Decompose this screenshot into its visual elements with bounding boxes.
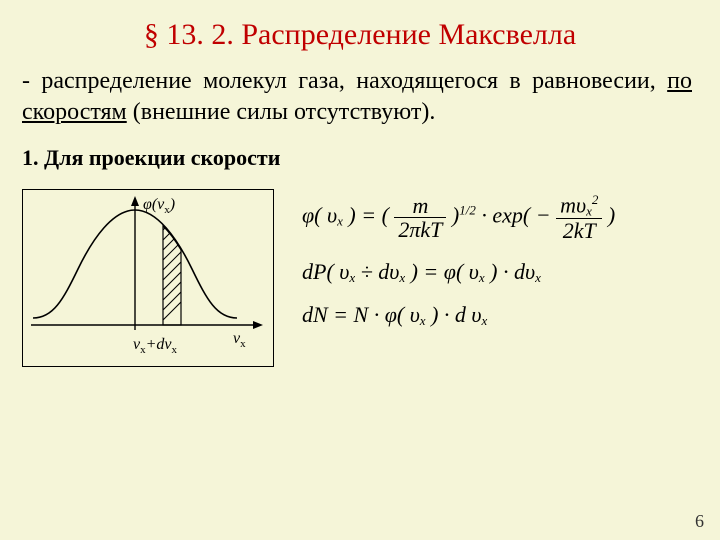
chart-mid-label: vx+dvx	[133, 336, 177, 356]
page-number: 6	[695, 511, 704, 532]
formula-phi: φ( υx ) = ( m2πkT )1/2 · exp( − mυx22kT …	[302, 193, 702, 242]
content-row: φ(vx) vx+dvx vx φ( υx ) = ( m2πkT )1/2 ·…	[0, 171, 720, 367]
intro-text-a: - распределение молекул газа, находящего…	[22, 68, 667, 94]
formula-dn: dN = N · φ( υx ) · d υx	[302, 302, 702, 329]
page-title: § 13. 2. Распределение Максвелла	[0, 0, 720, 52]
intro-text-c: (внешние силы отсутствуют).	[127, 99, 436, 125]
chart-y-label: φ(vx)	[143, 196, 175, 216]
distribution-chart: φ(vx) vx+dvx vx	[22, 189, 274, 367]
formula-dp: dP( υx ÷ dυx ) = φ( υx ) · dυx	[302, 259, 702, 286]
formula-block: φ( υx ) = ( m2πkT )1/2 · exp( − mυx22kT …	[274, 189, 702, 344]
intro-paragraph: - распределение молекул газа, находящего…	[0, 52, 720, 127]
chart-x-label: vx	[233, 330, 246, 350]
section-1-heading: 1. Для проекции скорости	[0, 127, 720, 171]
